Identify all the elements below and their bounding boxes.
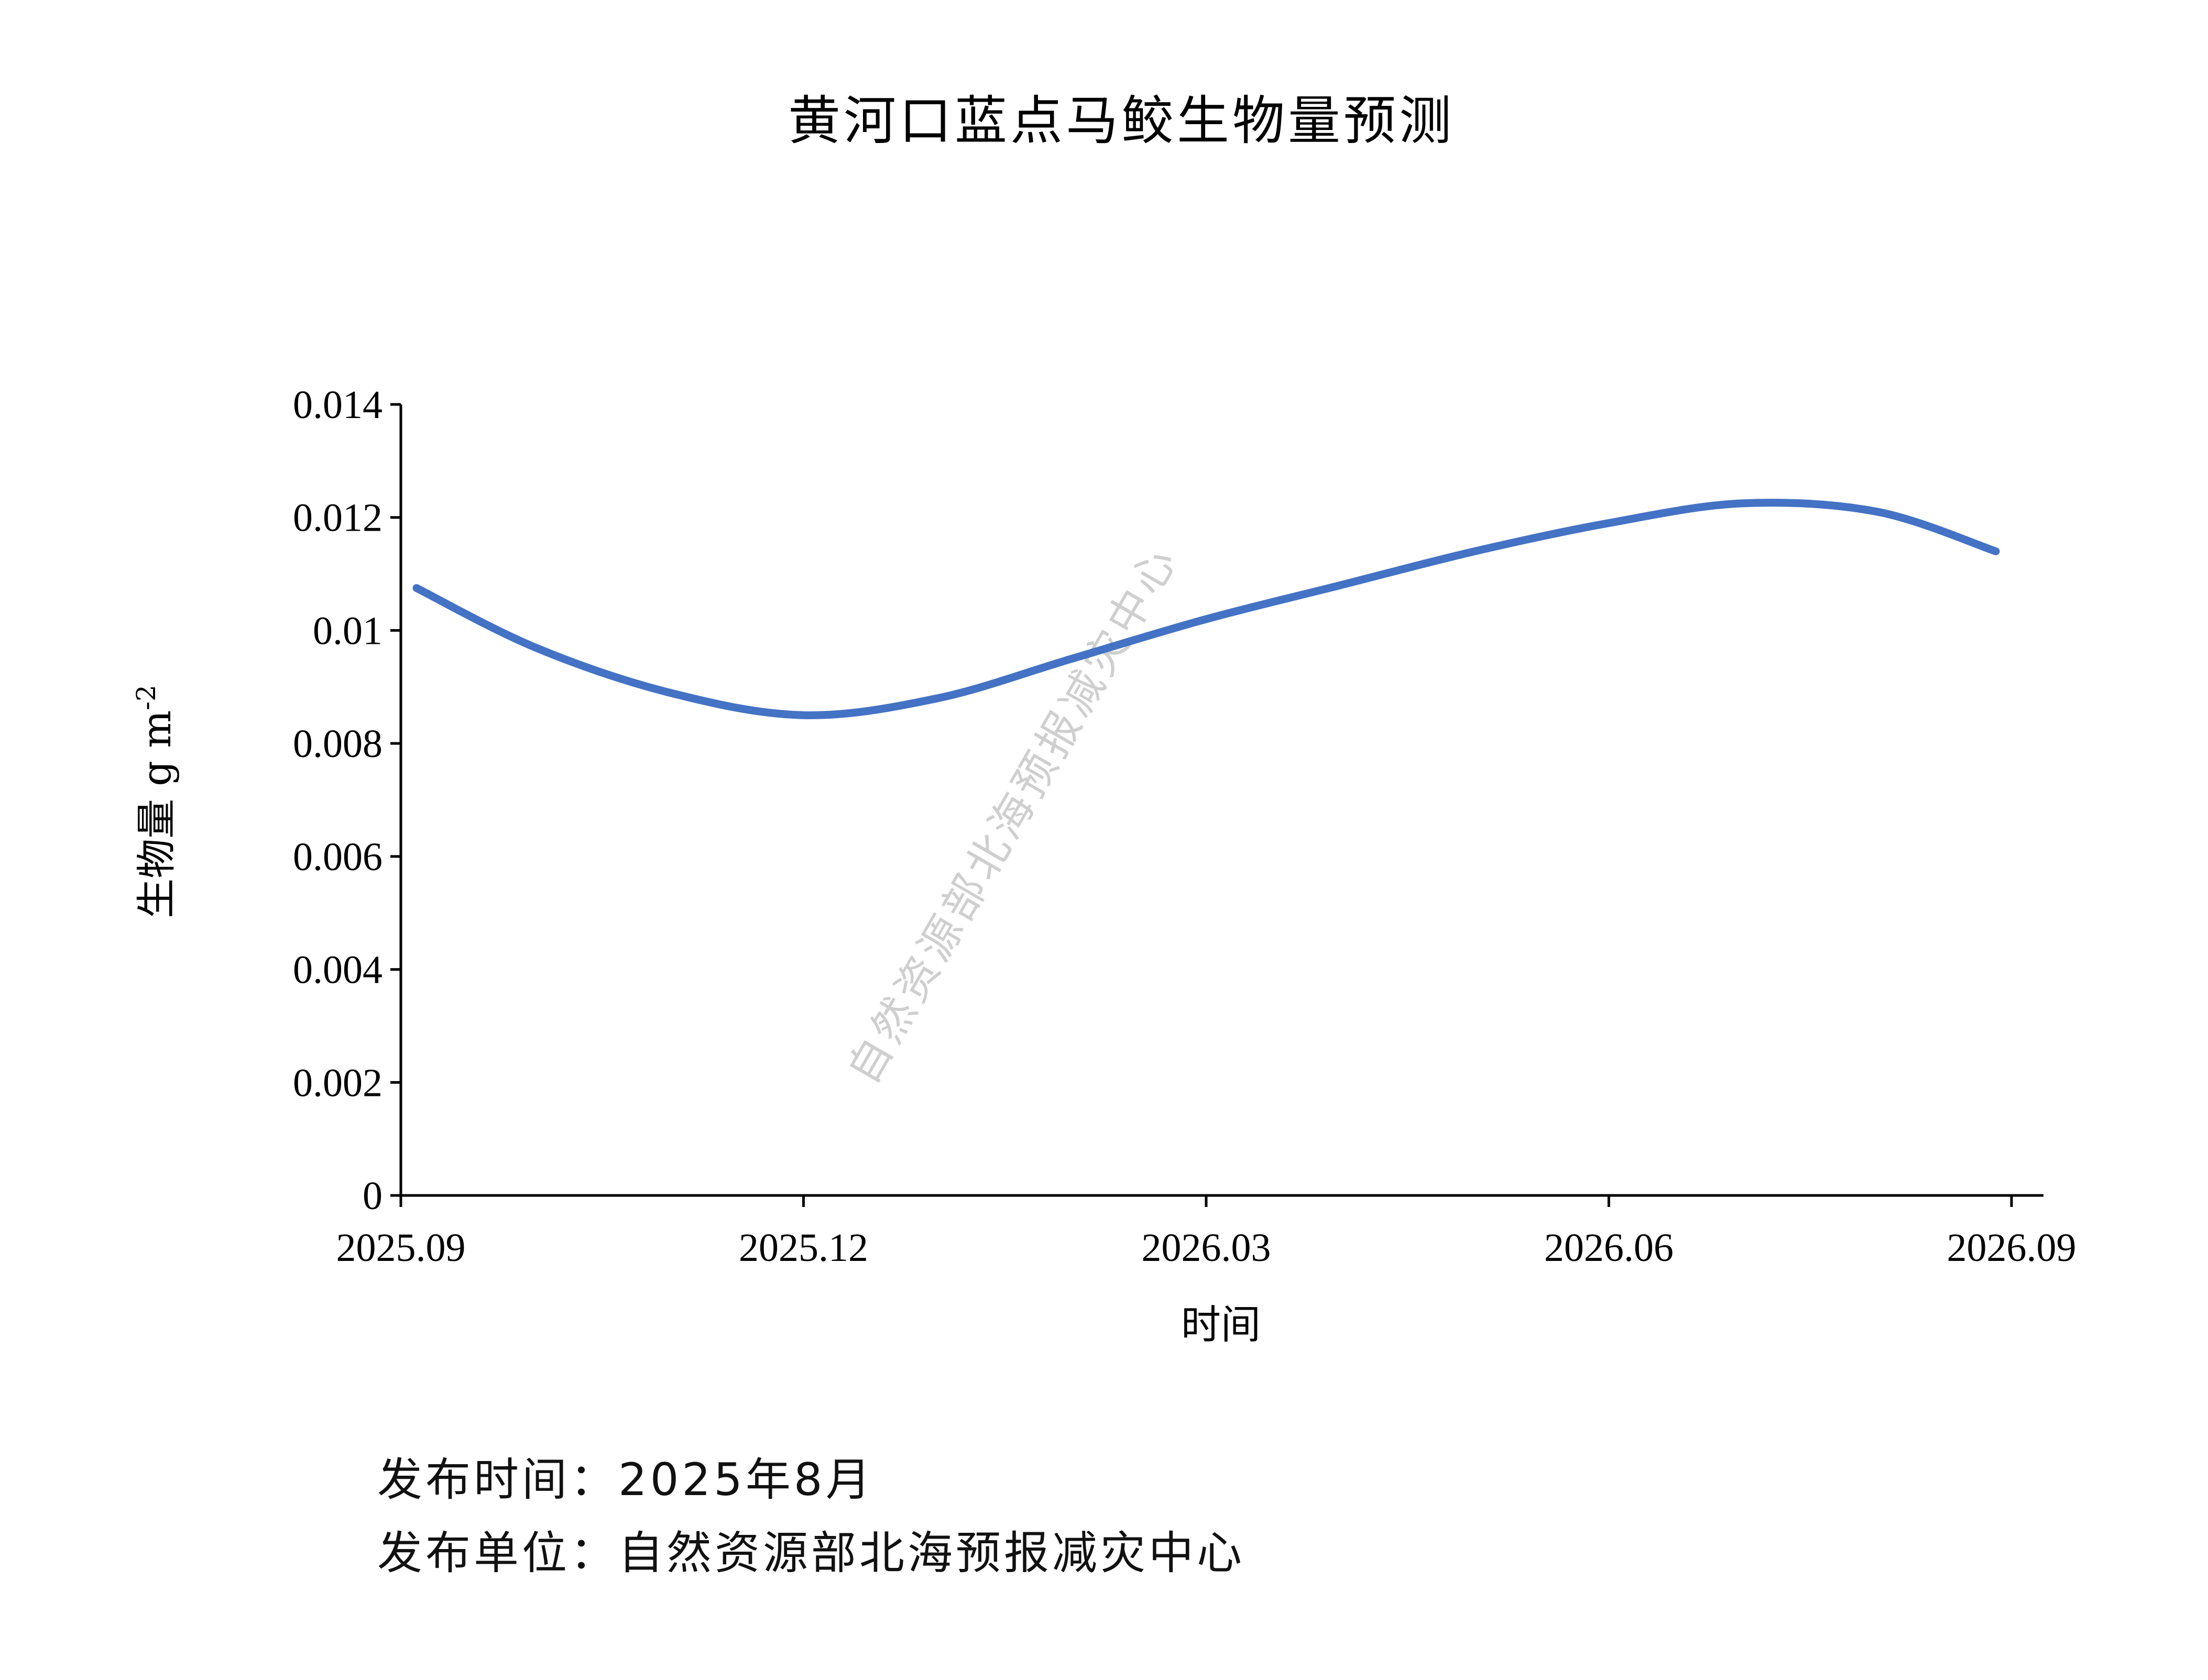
y-tick-label: 0.008	[293, 722, 382, 766]
x-tick-label: 2026.03	[1142, 1226, 1271, 1270]
y-tick-label: 0.01	[313, 609, 382, 653]
y-axis-label-superscript: -2	[131, 685, 161, 710]
x-axis-label: 时间	[1181, 1301, 1261, 1348]
y-axis-label-text: 生物量 g m-2	[131, 685, 180, 918]
y-tick-label: 0.012	[293, 496, 382, 540]
chart-title: 黄河口蓝点马鲛生物量预测	[788, 90, 1455, 151]
y-tick-label: 0	[363, 1174, 382, 1218]
publish-time: 发布时间：2025年8月	[377, 1454, 874, 1506]
x-tick-label: 2025.09	[336, 1226, 466, 1270]
y-axis-label: 生物量 g m-2	[131, 685, 180, 918]
footer: 发布时间：2025年8月 发布单位：自然资源部北海预报减灾中心	[377, 1443, 1245, 1590]
y-tick-label: 0.014	[293, 383, 382, 427]
x-tick-label: 2026.06	[1544, 1226, 1674, 1270]
watermark: 自然资源部北海预报减灾中心	[838, 536, 1188, 1092]
x-tick-label: 2026.09	[1947, 1226, 2076, 1270]
series-line	[412, 499, 2000, 719]
axes	[399, 404, 2043, 1197]
y-ticks: 0 0.002 0.004 0.006 0.008 0.01 0.012 0.014	[293, 383, 401, 1218]
y-tick-label: 0.004	[293, 948, 382, 992]
y-axis-label-main: 生物量 g m	[133, 710, 180, 918]
watermark-text: 自然资源部北海预报减灾中心	[838, 536, 1188, 1092]
y-tick-label: 0.002	[293, 1061, 382, 1105]
x-tick-label: 2025.12	[739, 1226, 868, 1270]
series	[412, 499, 2000, 719]
x-ticks: 2025.09 2025.12 2026.03 2026.06 2026.09	[336, 1195, 2076, 1270]
publisher: 发布单位：自然资源部北海预报减灾中心	[377, 1527, 1245, 1579]
y-tick-label: 0.006	[293, 835, 382, 879]
